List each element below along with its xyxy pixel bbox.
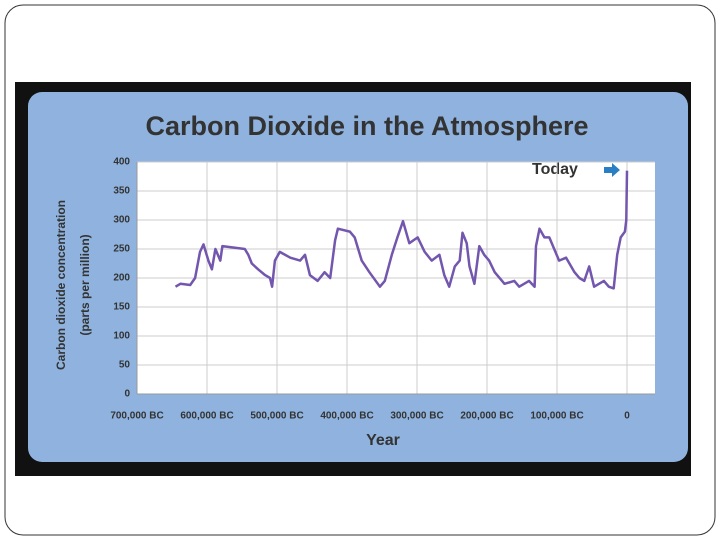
marks xyxy=(174,170,629,290)
y-tick-label: 100 xyxy=(113,331,130,342)
x-axis-label: Year xyxy=(366,432,400,449)
x-tick-label: 500,000 BC xyxy=(250,411,303,422)
y-axis-label: (parts per million) xyxy=(78,234,92,335)
x-tick-label: 200,000 BC xyxy=(460,411,513,422)
y-tick-label: 150 xyxy=(113,302,130,313)
y-tick-label: 250 xyxy=(113,244,130,255)
annotation-arrow xyxy=(604,163,620,177)
y-tick-label: 350 xyxy=(113,186,130,197)
y-tick-label: 200 xyxy=(113,273,130,284)
x-tick-label: 400,000 BC xyxy=(320,411,373,422)
x-tick-label: 100,000 BC xyxy=(530,411,583,422)
y-tick-label: 50 xyxy=(119,360,131,371)
grid: 0 50 100 150 200 250 300 350 400 700,000 BC 600,00… xyxy=(110,157,655,422)
y-tick-label: 400 xyxy=(113,157,130,168)
x-tick-label: 600,000 BC xyxy=(180,411,233,422)
x-tick-label: 300,000 BC xyxy=(390,411,443,422)
y-tick-label: 0 xyxy=(124,389,130,400)
x-tick-label: 700,000 BC xyxy=(110,411,163,422)
x-tick-label: 0 xyxy=(624,411,630,422)
y-axis-label: Carbon dioxide concentration xyxy=(54,200,68,370)
annotation: Today xyxy=(532,161,578,178)
y-tick-label: 300 xyxy=(113,215,130,226)
chart-title: Carbon Dioxide in the Atmosphere xyxy=(145,111,588,141)
data-line xyxy=(174,170,629,290)
